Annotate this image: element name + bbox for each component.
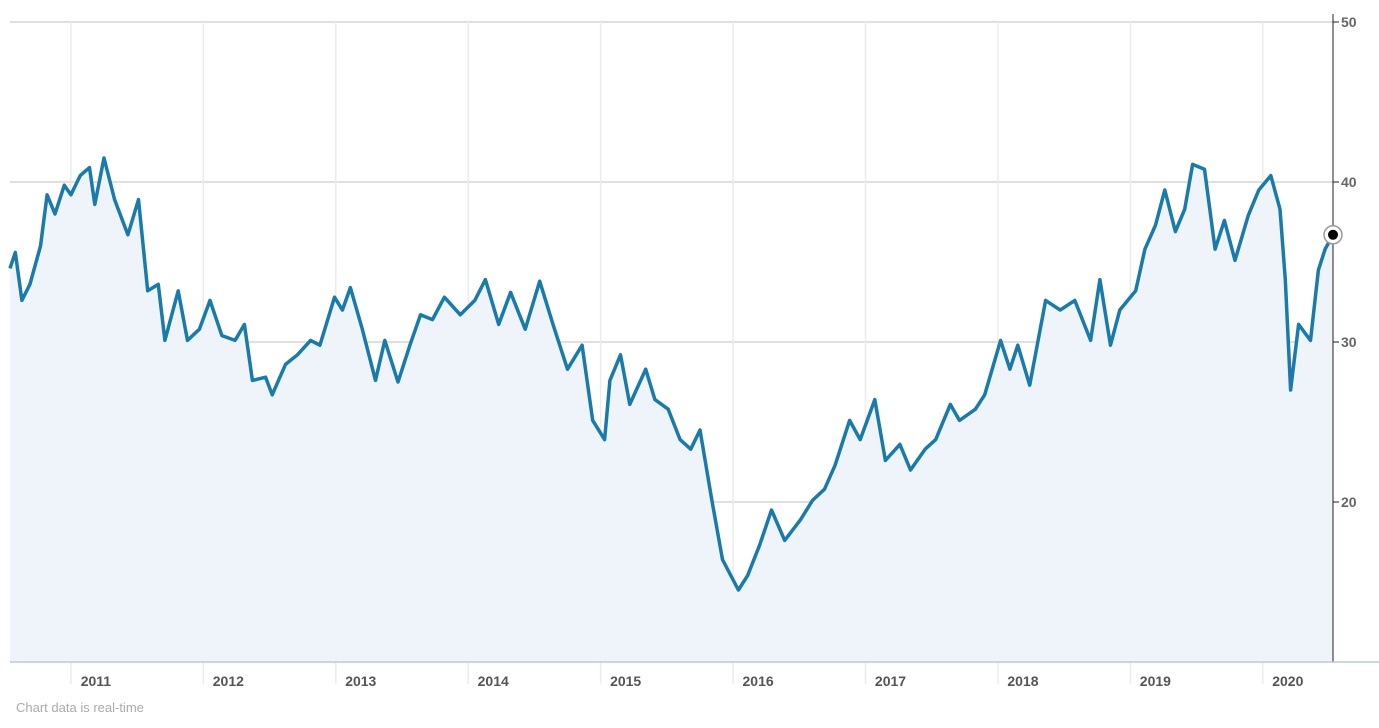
x-tick-label: 2020 [1272, 673, 1303, 689]
x-tick-label: 2014 [478, 673, 509, 689]
tick-labels: 20 30 40 50 2011 2012 2013 2014 2015 2016 2017 2018… [81, 14, 1357, 689]
marker-dot [1328, 229, 1338, 240]
footnote: Chart data is real-time [16, 700, 144, 715]
y-tick-label: 40 [1341, 174, 1357, 190]
x-tick-label: 2017 [875, 673, 906, 689]
x-tick-label: 2016 [743, 673, 774, 689]
area-fill [10, 158, 1333, 662]
series-line [8, 156, 1335, 592]
x-tick-label: 2015 [610, 673, 641, 689]
x-tick-label: 2012 [213, 673, 244, 689]
y-tick-label: 30 [1341, 334, 1357, 350]
x-tick-label: 2011 [81, 673, 112, 689]
x-tick-label: 2018 [1007, 673, 1038, 689]
x-tick-label: 2019 [1140, 673, 1171, 689]
last-point-marker[interactable] [1323, 225, 1343, 245]
y-tick-label: 20 [1341, 494, 1357, 510]
x-tick-label: 2013 [345, 673, 376, 689]
y-tick-label: 50 [1341, 14, 1357, 30]
